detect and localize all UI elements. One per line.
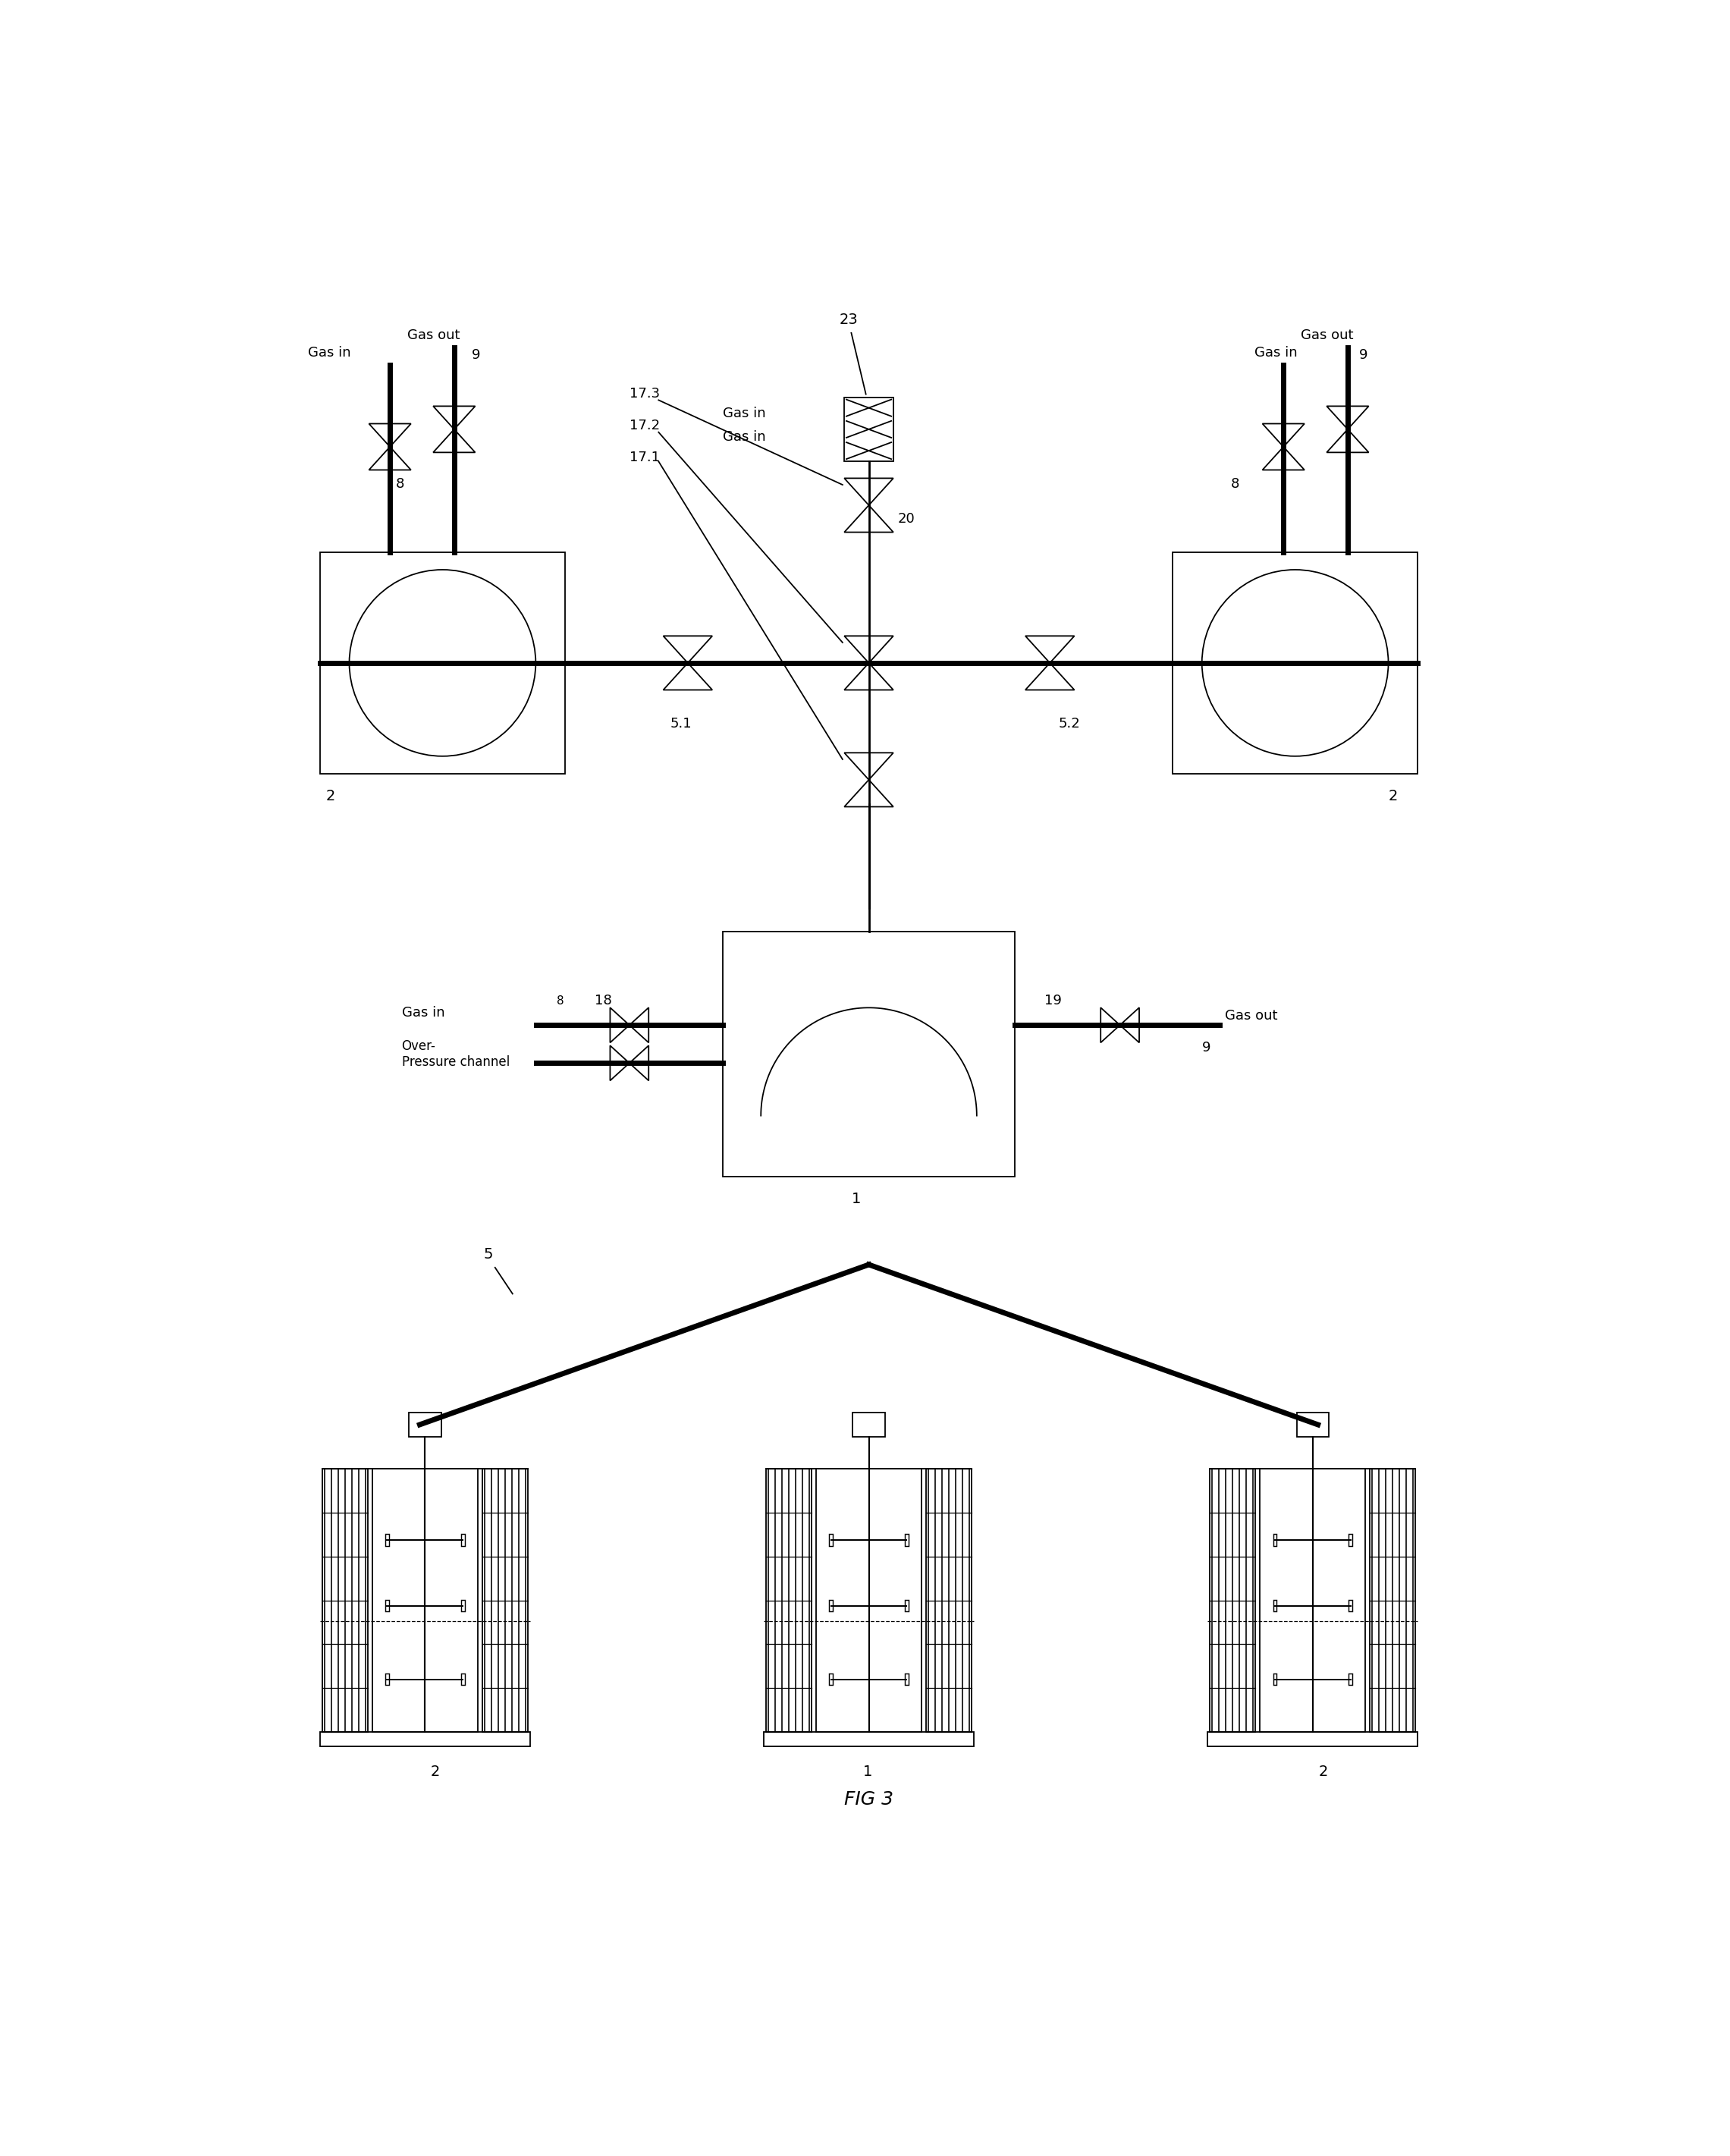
Bar	[844, 397, 894, 461]
Text: 2: 2	[325, 789, 336, 804]
Bar	[1273, 1535, 1277, 1546]
Text: 2: 2	[1318, 1764, 1329, 1779]
Bar	[1273, 1600, 1277, 1611]
Text: 1: 1	[851, 1192, 862, 1207]
Text: Gas out: Gas out	[408, 328, 460, 343]
Text: 17.1: 17.1	[630, 451, 659, 464]
Bar	[1349, 1673, 1353, 1686]
Bar	[408, 1412, 441, 1436]
Text: 20: 20	[898, 513, 915, 526]
Text: Gas in: Gas in	[1254, 345, 1298, 360]
Text: Gas out: Gas out	[1301, 328, 1353, 343]
Bar	[763, 1731, 974, 1746]
Bar	[829, 1535, 832, 1546]
Text: 2: 2	[431, 1764, 439, 1779]
Bar	[1209, 1468, 1256, 1731]
Bar	[1208, 1731, 1419, 1746]
Text: 19: 19	[1043, 994, 1062, 1007]
Text: 8: 8	[396, 476, 405, 492]
Text: 23: 23	[839, 313, 858, 328]
Text: Over-
Pressure channel: Over- Pressure channel	[401, 1039, 510, 1069]
Bar	[853, 1412, 884, 1436]
Text: 5: 5	[483, 1248, 493, 1261]
Text: 5.2: 5.2	[1059, 716, 1081, 731]
Bar	[322, 1468, 368, 1731]
Bar	[723, 931, 1016, 1177]
Text: 1: 1	[863, 1764, 872, 1779]
Text: 5.1: 5.1	[670, 716, 692, 731]
Text: Gas out: Gas out	[1225, 1009, 1278, 1022]
Bar	[1173, 552, 1419, 774]
Bar	[320, 1731, 529, 1746]
Text: 9: 9	[1202, 1041, 1211, 1054]
Bar	[320, 552, 566, 774]
Bar	[386, 1600, 389, 1611]
Bar	[905, 1673, 908, 1686]
Bar	[386, 1673, 389, 1686]
Text: 8: 8	[1230, 476, 1239, 492]
Bar	[905, 1600, 908, 1611]
Bar	[386, 1535, 389, 1546]
Bar	[1370, 1468, 1415, 1731]
Bar	[462, 1535, 465, 1546]
Bar	[1273, 1673, 1277, 1686]
Bar	[1349, 1535, 1353, 1546]
Text: Gas in: Gas in	[723, 407, 766, 420]
Bar	[817, 1468, 922, 1731]
Bar	[372, 1468, 477, 1731]
Bar	[462, 1673, 465, 1686]
Text: 17.2: 17.2	[630, 418, 659, 433]
Text: 2: 2	[1389, 789, 1398, 804]
Text: Gas in: Gas in	[401, 1005, 445, 1020]
Text: FIG 3: FIG 3	[844, 1789, 893, 1809]
Text: 8: 8	[557, 996, 564, 1007]
Bar	[926, 1468, 972, 1731]
Bar	[829, 1673, 832, 1686]
Bar	[462, 1600, 465, 1611]
Text: 17.3: 17.3	[630, 386, 659, 401]
Bar	[1349, 1600, 1353, 1611]
Bar	[483, 1468, 528, 1731]
Text: 9: 9	[1360, 349, 1368, 362]
Bar	[766, 1468, 811, 1731]
Bar	[829, 1600, 832, 1611]
Text: 9: 9	[472, 349, 481, 362]
Text: Gas in: Gas in	[308, 345, 351, 360]
Text: 18: 18	[595, 994, 612, 1007]
Bar	[1259, 1468, 1365, 1731]
Bar	[1296, 1412, 1329, 1436]
Bar	[905, 1535, 908, 1546]
Text: Gas in: Gas in	[723, 431, 766, 444]
